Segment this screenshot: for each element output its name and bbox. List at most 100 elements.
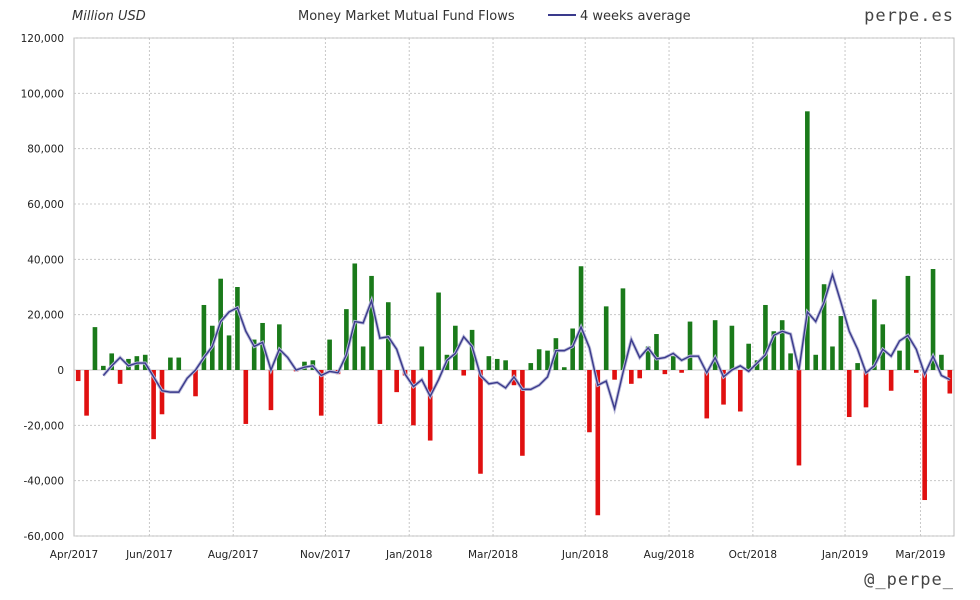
flow-bar xyxy=(117,370,123,384)
chart-title: Money Market Mutual Fund Flows xyxy=(298,9,515,24)
flow-bar xyxy=(771,331,777,370)
flow-bar xyxy=(813,354,819,370)
flow-bar xyxy=(872,299,877,370)
flow-bar xyxy=(427,370,433,441)
flow-bar xyxy=(235,287,240,370)
y-tick-label: 120,000 xyxy=(21,33,64,45)
flow-bar xyxy=(251,339,257,370)
x-tick-label: Oct/2018 xyxy=(729,549,777,561)
x-tick-label: Mar/2018 xyxy=(468,549,518,561)
flow-bar xyxy=(905,275,911,370)
flow-bar xyxy=(151,370,156,440)
y-tick-label: 60,000 xyxy=(27,199,64,211)
flow-bar xyxy=(897,350,902,370)
flow-bar xyxy=(201,304,207,370)
flow-bar xyxy=(528,363,534,370)
flow-bar xyxy=(318,370,324,416)
y-tick-label: 100,000 xyxy=(21,88,64,100)
flow-bar xyxy=(704,370,710,419)
legend: 4 weeks average xyxy=(548,9,691,24)
flow-bar xyxy=(520,370,525,456)
flow-bar xyxy=(855,363,860,370)
flow-bar xyxy=(168,357,173,370)
x-tick-label: Jun/2017 xyxy=(125,549,173,561)
flow-bar xyxy=(109,353,115,370)
flow-bar xyxy=(453,325,458,370)
flow-bar xyxy=(788,353,793,370)
flow-bar xyxy=(763,304,768,370)
average-line xyxy=(102,272,951,412)
y-tick-label: 80,000 xyxy=(27,144,64,156)
flow-bar xyxy=(176,357,182,370)
y-axis-unit-label: Million USD xyxy=(72,9,146,24)
flow-bar xyxy=(75,370,81,382)
flow-bar xyxy=(930,269,936,370)
flow-bar xyxy=(821,284,827,370)
flow-bar xyxy=(620,288,626,370)
y-tick-label: 0 xyxy=(57,365,64,377)
flow-bar xyxy=(101,365,106,370)
flow-bar xyxy=(880,324,886,370)
x-tick-label: Aug/2018 xyxy=(644,549,695,561)
x-tick-label: Jan/2019 xyxy=(821,549,868,561)
flow-bar xyxy=(947,370,953,394)
flow-bar xyxy=(394,370,399,393)
flow-bar xyxy=(536,349,542,370)
x-tick-label: Aug/2017 xyxy=(208,549,259,561)
flow-bar xyxy=(913,370,919,373)
x-tick-label: Jun/2018 xyxy=(561,549,609,561)
x-tick-label: Jan/2018 xyxy=(385,549,432,561)
flow-bar xyxy=(746,343,751,370)
legend-line-label: 4 weeks average xyxy=(580,9,691,24)
flow-bar xyxy=(863,370,869,408)
flow-bar xyxy=(193,370,198,397)
flow-bar xyxy=(662,370,668,375)
y-tick-label: -60,000 xyxy=(23,531,64,543)
flow-bar xyxy=(939,354,944,370)
flow-bar xyxy=(545,350,550,370)
flow-bar xyxy=(478,370,483,474)
flow-bar xyxy=(226,335,232,370)
flow-bar xyxy=(84,370,89,416)
flow-bar xyxy=(327,339,332,370)
flow-bar xyxy=(805,111,810,370)
flow-bar xyxy=(922,370,927,501)
x-tick-label: Apr/2017 xyxy=(50,549,98,561)
flow-bar xyxy=(670,356,676,370)
flow-bar xyxy=(637,370,643,379)
flow-bar xyxy=(268,370,274,411)
flow-bar xyxy=(612,370,617,380)
flow-bar xyxy=(419,346,425,370)
flow-bar xyxy=(679,370,684,373)
legend-line-swatch xyxy=(548,13,576,16)
flow-bar xyxy=(779,320,785,370)
flow-bar xyxy=(352,263,358,370)
y-tick-label: -40,000 xyxy=(23,476,64,488)
author-handle: @_perpe_ xyxy=(864,570,954,590)
flow-bar xyxy=(587,370,592,433)
average-line-series xyxy=(102,269,951,415)
flow-bar xyxy=(377,370,383,424)
x-tick-label: Mar/2019 xyxy=(895,549,945,561)
x-tick-label: Nov/2017 xyxy=(300,549,351,561)
flow-bar xyxy=(645,346,651,370)
flow-bar xyxy=(796,370,802,466)
flow-bar xyxy=(369,275,374,370)
flow-bar xyxy=(494,358,500,370)
flow-bar xyxy=(570,328,575,370)
flow-bar xyxy=(503,360,508,370)
flow-bar xyxy=(344,309,349,370)
flow-bar xyxy=(721,370,726,405)
flow-bar xyxy=(486,356,492,370)
flow-bar xyxy=(595,370,601,516)
flow-bar xyxy=(654,334,659,370)
flow-bar xyxy=(436,292,441,370)
flow-bar xyxy=(737,370,743,412)
flow-bar xyxy=(712,320,718,370)
flow-bar xyxy=(629,370,634,384)
flow-bar xyxy=(729,325,735,370)
flow-bar xyxy=(838,316,844,370)
x-axis: Apr/2017 Jun/2017 Aug/2017 Nov/2017 Jan/2018… xyxy=(50,549,946,561)
flow-bar xyxy=(92,327,98,370)
